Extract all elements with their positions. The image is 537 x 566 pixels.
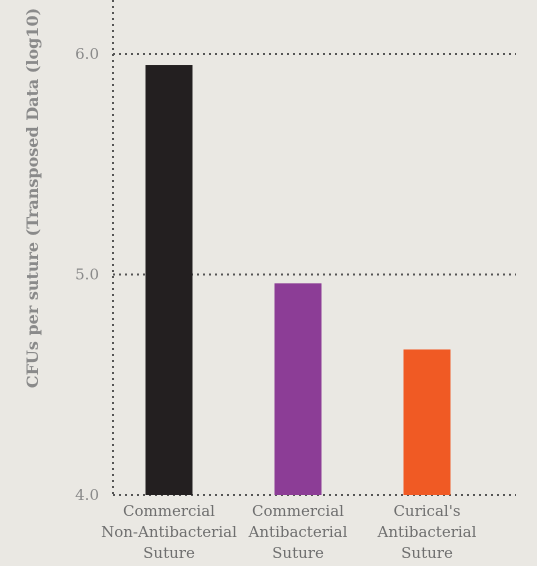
bar — [274, 283, 322, 495]
x-category-labels: Commercial Non-Antibacterial SutureCommerc… — [101, 502, 477, 562]
bars — [145, 65, 451, 496]
y-tick-label: 4.0 — [75, 486, 99, 504]
bar — [145, 65, 193, 496]
x-category-label: Commercial Antibacterial Suture — [248, 502, 348, 562]
x-category-label: Curical's Antibacterial Suture — [377, 502, 477, 562]
y-tick-label: 5.0 — [75, 266, 99, 284]
bar — [403, 349, 451, 495]
x-category-label: Commercial Non-Antibacterial Suture — [101, 502, 237, 562]
y-tick-label: 6.0 — [75, 45, 99, 63]
y-axis-title: CFUs per suture (Transposed Data (log10) — [23, 8, 42, 388]
y-tick-labels: 6.0 5.0 4.0 — [75, 45, 99, 504]
